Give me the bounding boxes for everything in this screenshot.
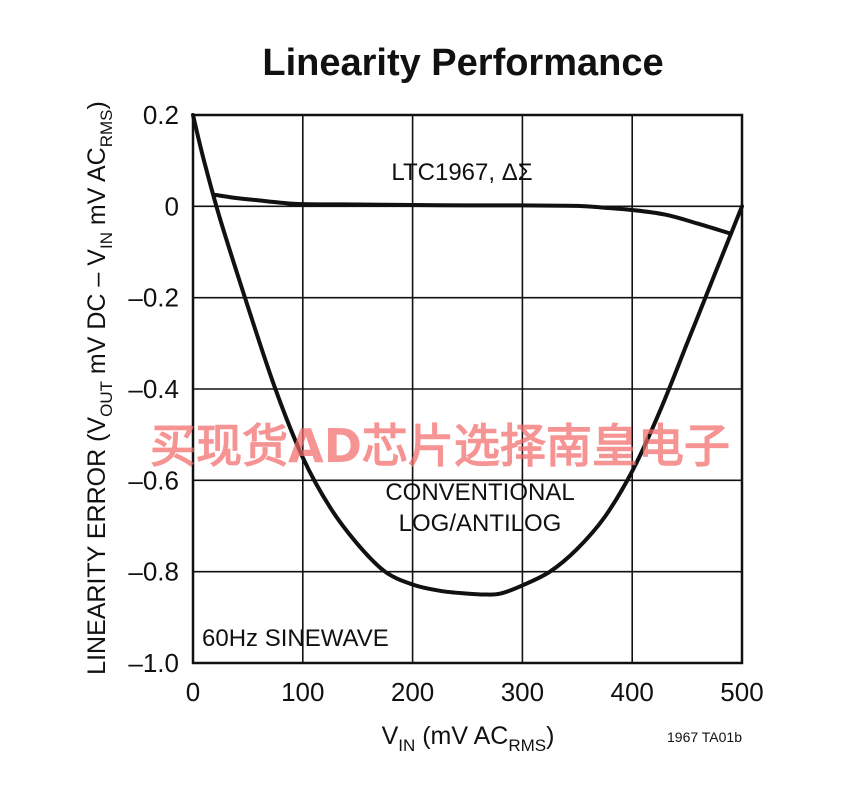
annotation-conventional: CONVENTIONAL (385, 479, 574, 506)
y-tick-label: –0.2 (128, 283, 179, 313)
watermark: 买现货AD芯片选择南皇电子 (150, 419, 730, 473)
series-ltc1967-line (213, 192, 733, 236)
y-tick-label: –0.6 (128, 465, 179, 495)
annotation-ltc1967: LTC1967, ΔΣ (391, 159, 532, 186)
y-tick-labels: 0.2 0 –0.2 –0.4 –0.6 –0.8 –1.0 (128, 100, 179, 678)
y-axis-label: LINEARITY ERROR (VOUT mV DC – VIN mV ACR… (83, 101, 116, 675)
y-tick-label: –0.4 (128, 374, 179, 404)
x-tick-label: 500 (720, 677, 763, 707)
y-tick-label: 0.2 (143, 100, 179, 130)
annotation-waveform: 60Hz SINEWAVE (202, 625, 389, 652)
figure-code: 1967 TA01b (667, 729, 742, 745)
x-tick-label: 400 (611, 677, 654, 707)
x-tick-label: 100 (281, 677, 324, 707)
y-tick-label: 0 (165, 191, 179, 221)
x-tick-label: 200 (391, 677, 434, 707)
series-layer (191, 113, 744, 597)
annotation-log-antilog: LOG/ANTILOG (399, 510, 562, 537)
x-tick-labels: 0 100 200 300 400 500 (186, 677, 764, 707)
x-axis-label: VIN (mV ACRMS) (382, 722, 555, 755)
x-tick-label: 0 (186, 677, 200, 707)
y-tick-label: –0.8 (128, 557, 179, 587)
x-tick-label: 300 (501, 677, 544, 707)
series-conventional-line (191, 113, 744, 597)
plot-frame (191, 113, 744, 665)
y-tick-label: –1.0 (128, 648, 179, 678)
chart-title: Linearity Performance (262, 42, 663, 84)
